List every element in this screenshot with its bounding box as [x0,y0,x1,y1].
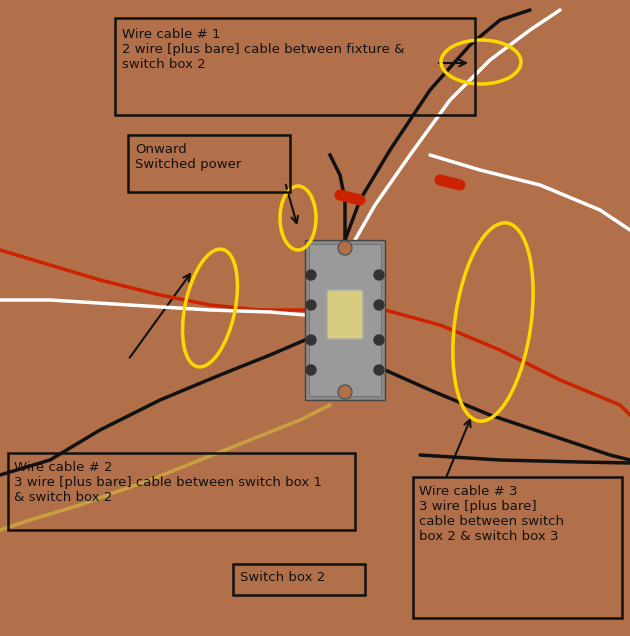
Text: Wire cable # 3
3 wire [plus bare]
cable between switch
box 2 & switch box 3: Wire cable # 3 3 wire [plus bare] cable … [419,485,564,543]
FancyBboxPatch shape [327,290,363,339]
Bar [8,453,355,530]
Bar [305,240,385,400]
Circle shape [338,385,352,399]
Circle shape [374,300,384,310]
Bar [128,135,290,192]
Bar [413,477,622,618]
Circle shape [374,270,384,280]
Circle shape [306,365,316,375]
Bar [115,18,475,115]
Bar [233,564,365,595]
Circle shape [306,335,316,345]
Text: Wire cable # 2
3 wire [plus bare] cable between switch box 1
& switch box 2: Wire cable # 2 3 wire [plus bare] cable … [14,461,322,504]
Circle shape [338,241,352,255]
Circle shape [306,270,316,280]
Text: Wire cable # 1
2 wire [plus bare] cable between fixture &
switch box 2: Wire cable # 1 2 wire [plus bare] cable … [122,28,404,71]
Circle shape [374,335,384,345]
Text: Switch box 2: Switch box 2 [240,571,325,584]
Text: Onward
Switched power: Onward Switched power [135,143,241,171]
Circle shape [374,365,384,375]
Bar [309,244,381,396]
Circle shape [306,300,316,310]
